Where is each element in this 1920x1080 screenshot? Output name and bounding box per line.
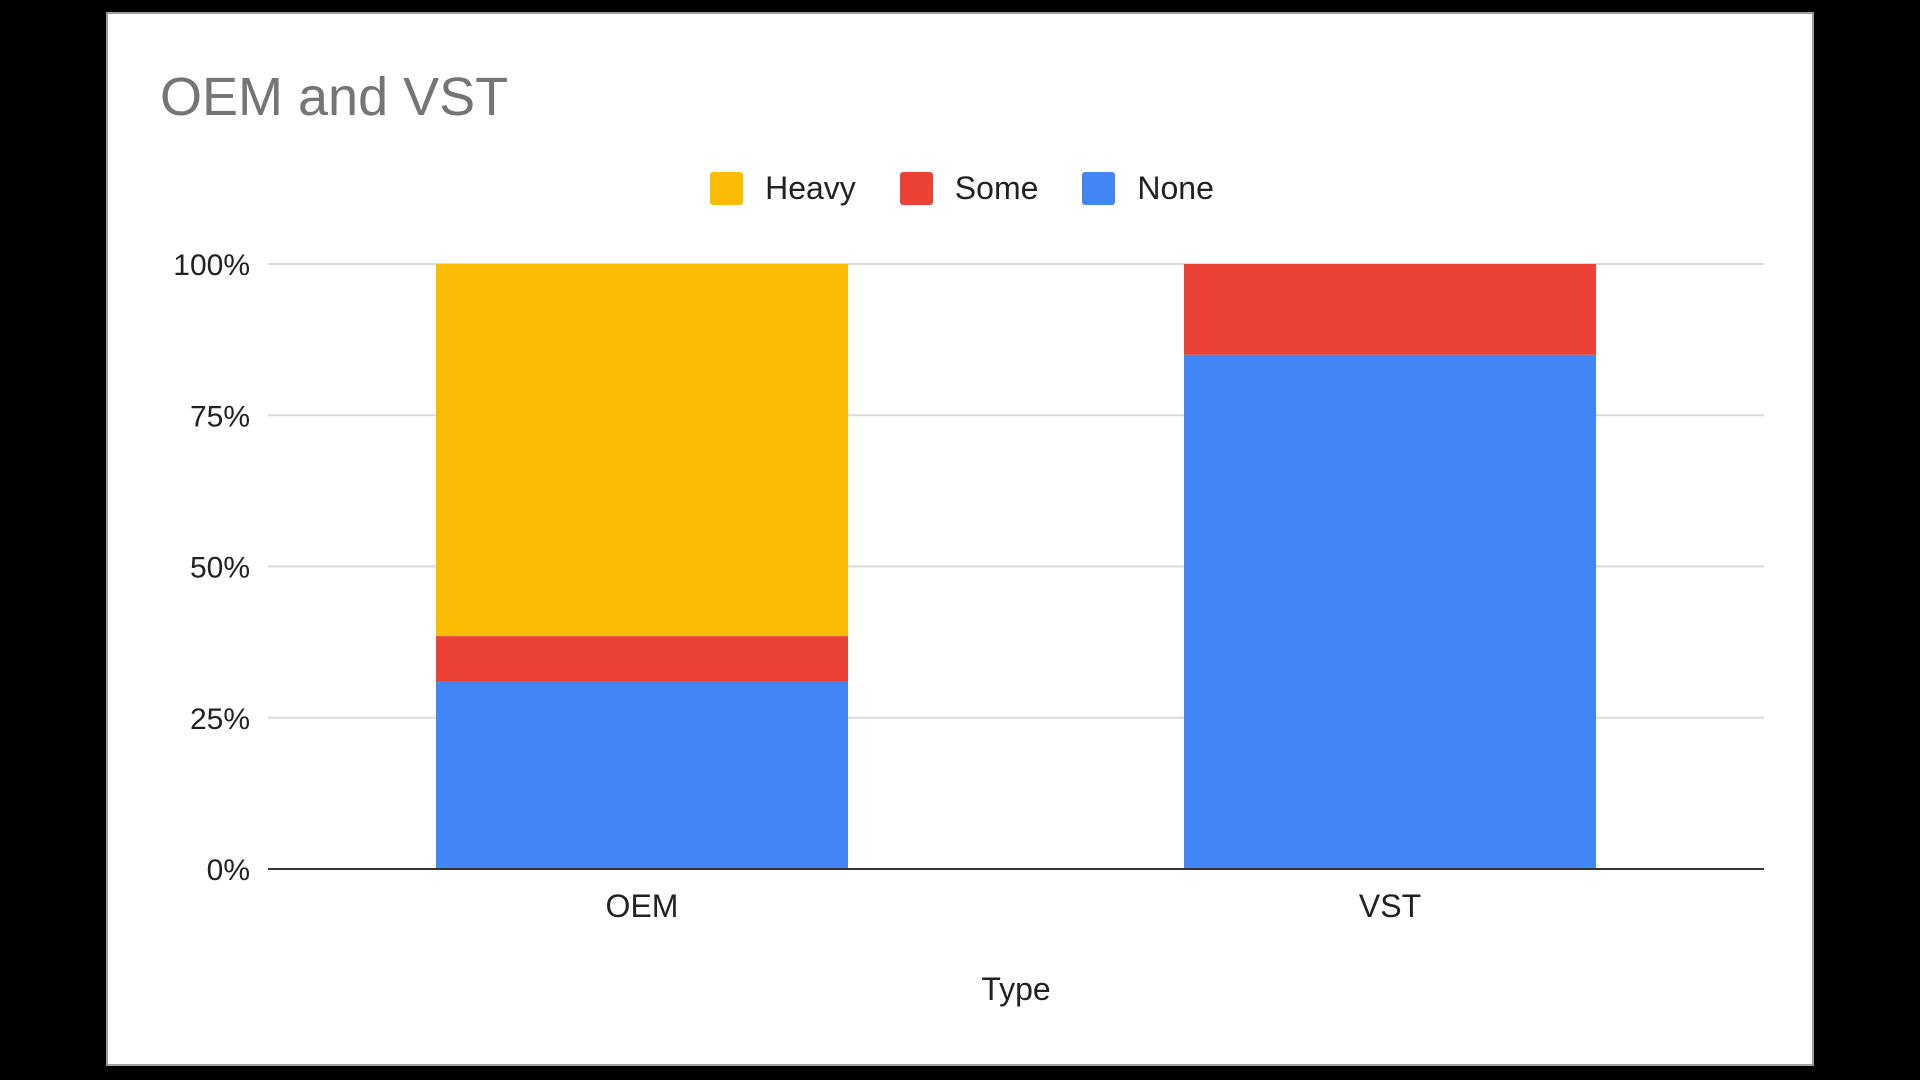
bar-oem-heavy xyxy=(436,264,848,637)
legend-item-heavy: Heavy xyxy=(710,170,856,207)
bar-oem-some xyxy=(436,636,848,682)
chart-title: OEM and VST xyxy=(160,67,509,127)
axes: 0% 25% 50% 75% 100% OEM VST Type xyxy=(173,249,1764,1007)
x-axis-title: Type xyxy=(981,971,1050,1007)
chart-card: OEM and VST Heavy Some None 0% 25% 50% 75% 1… xyxy=(106,12,1814,1066)
bar-vst-none xyxy=(1184,354,1596,869)
legend-item-none: None xyxy=(1082,170,1214,207)
chart-plot-area: 0% 25% 50% 75% 100% OEM VST Type xyxy=(173,249,1764,1007)
y-tick-label: 75% xyxy=(190,400,250,433)
y-tick-label: 25% xyxy=(190,703,250,736)
y-tick-label: 100% xyxy=(173,249,250,282)
legend-item-some: Some xyxy=(899,170,1039,207)
legend-swatch-some xyxy=(899,172,933,205)
legend-label-heavy: Heavy xyxy=(765,170,856,206)
chart-legend: Heavy Some None xyxy=(108,170,1816,207)
y-tick-label: 50% xyxy=(190,552,250,585)
y-tick-label: 0% xyxy=(207,854,250,887)
legend-swatch-heavy xyxy=(710,172,744,205)
bar-vst-some xyxy=(1184,264,1596,355)
legend-swatch-none xyxy=(1082,172,1116,205)
bar-oem-none xyxy=(436,681,848,869)
legend-label-some: Some xyxy=(954,170,1039,206)
bars xyxy=(436,264,1596,869)
legend-label-none: None xyxy=(1137,170,1214,206)
x-tick-label: VST xyxy=(1359,888,1421,924)
x-tick-label: OEM xyxy=(606,888,679,924)
